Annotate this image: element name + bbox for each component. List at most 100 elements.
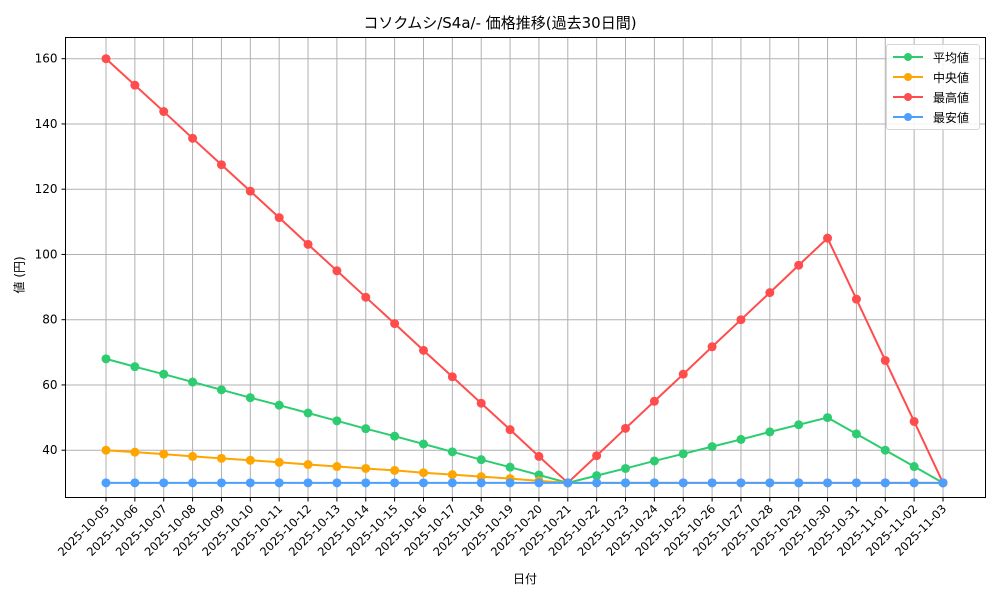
data-point — [563, 478, 573, 488]
data-point — [505, 425, 515, 435]
y-tick-label: 120 — [35, 182, 58, 196]
data-point — [274, 213, 284, 223]
data-point — [909, 416, 919, 426]
data-point — [159, 369, 169, 379]
data-point — [851, 478, 861, 488]
y-axis-ticks: 40 60 80 100 120 140 160 — [35, 52, 66, 457]
data-point — [390, 319, 400, 329]
x-axis-ticks: 2025-10-052025-10-062025-10-072025-10-08… — [55, 497, 949, 559]
data-point — [216, 385, 226, 395]
data-point — [390, 465, 400, 475]
y-tick-label: 60 — [42, 378, 57, 392]
y-tick-label: 100 — [35, 247, 58, 261]
data-point — [476, 455, 486, 465]
data-point — [476, 472, 486, 482]
data-point — [649, 396, 659, 406]
data-point — [678, 449, 688, 459]
data-point — [159, 449, 169, 459]
data-point — [447, 447, 457, 457]
data-point — [303, 460, 313, 470]
data-point — [765, 288, 775, 298]
legend-label: 最安値 — [933, 110, 970, 125]
data-point — [101, 478, 111, 488]
data-point — [361, 424, 371, 434]
data-point — [303, 408, 313, 418]
data-point — [851, 429, 861, 439]
data-point — [216, 478, 226, 488]
data-point — [621, 423, 631, 433]
series-line — [101, 478, 948, 488]
y-tick-label: 80 — [42, 313, 57, 327]
data-point — [707, 442, 717, 452]
data-point — [765, 478, 775, 488]
data-point — [361, 463, 371, 473]
data-point — [159, 478, 169, 488]
data-point — [621, 463, 631, 473]
legend-marker-icon — [893, 71, 923, 83]
legend-marker-icon — [893, 111, 923, 123]
data-point — [303, 239, 313, 249]
data-point — [361, 478, 371, 488]
legend-label: 最高値 — [933, 90, 970, 105]
y-tick-label: 40 — [42, 443, 57, 457]
data-point — [130, 80, 140, 90]
data-point — [332, 416, 342, 426]
data-point — [188, 377, 198, 387]
data-point — [274, 400, 284, 410]
legend-marker-icon — [893, 91, 923, 103]
data-point — [188, 133, 198, 143]
data-series — [101, 54, 948, 488]
data-point — [245, 455, 255, 465]
legend-label: 中央値 — [933, 70, 970, 85]
data-point — [678, 369, 688, 379]
legend-item-max: 最高値 — [887, 87, 979, 107]
data-point — [159, 107, 169, 117]
data-point — [592, 478, 602, 488]
data-point — [303, 478, 313, 488]
data-point — [938, 478, 948, 488]
legend: 平均値 中央値 最高値 最安値 — [886, 44, 980, 130]
y-tick-label: 160 — [35, 52, 58, 66]
data-point — [505, 478, 515, 488]
data-point — [447, 372, 457, 382]
grid-lines — [65, 37, 986, 498]
series-line — [101, 354, 948, 488]
data-point — [332, 478, 342, 488]
data-point — [418, 345, 428, 355]
data-point — [332, 462, 342, 472]
data-point — [765, 427, 775, 437]
data-point — [794, 420, 804, 430]
data-point — [678, 478, 688, 488]
data-point — [707, 478, 717, 488]
data-point — [418, 468, 428, 478]
y-tick-label: 140 — [35, 117, 58, 131]
legend-marker-icon — [893, 51, 923, 63]
data-point — [274, 478, 284, 488]
chart-title: コソクムシ/S4a/- 価格推移(過去30日間) — [363, 14, 637, 32]
data-point — [794, 260, 804, 270]
data-point — [390, 431, 400, 441]
data-point — [130, 478, 140, 488]
data-point — [245, 478, 255, 488]
data-point — [707, 342, 717, 352]
data-point — [880, 478, 890, 488]
data-point — [447, 478, 457, 488]
data-point — [130, 447, 140, 457]
data-point — [823, 413, 833, 423]
data-point — [736, 478, 746, 488]
data-point — [476, 398, 486, 408]
legend-label: 平均値 — [933, 50, 970, 65]
series-line — [101, 54, 948, 488]
data-point — [361, 292, 371, 302]
data-point — [245, 393, 255, 403]
data-point — [736, 434, 746, 444]
data-point — [332, 266, 342, 276]
data-point — [534, 478, 544, 488]
data-point — [216, 160, 226, 170]
data-point — [534, 451, 544, 461]
data-point — [418, 478, 428, 488]
data-point — [101, 445, 111, 455]
legend-item-min: 最安値 — [887, 107, 979, 127]
data-point — [649, 478, 659, 488]
data-point — [794, 478, 804, 488]
